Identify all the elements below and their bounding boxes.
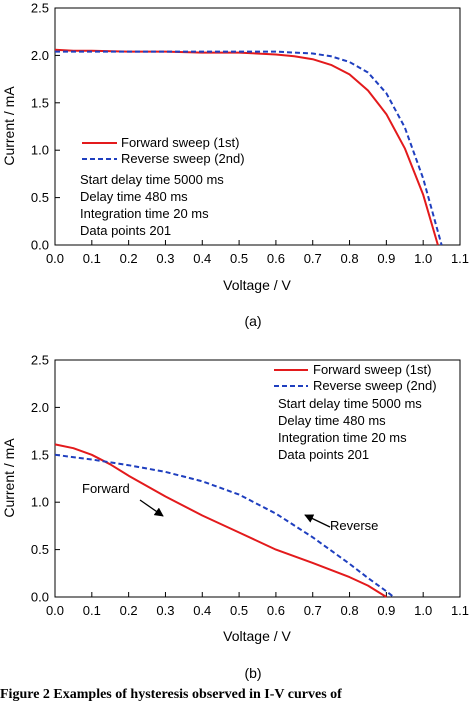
series-group [54, 48, 443, 246]
y-tick-label: 0.0 [31, 238, 49, 253]
x-axis-label: Voltage / V [223, 277, 291, 293]
panel-label-a: (a) [244, 313, 261, 329]
chart-panel-a: 0.0 0.5 1.0 1.5 2.0 2.5 0.0 0.1 0.2 0.3 0.4 0.5 0.6… [1, 1, 469, 330]
reverse-arrow [304, 514, 331, 528]
y-tick-label: 1.5 [31, 447, 49, 462]
x-tick-label: 0.1 [83, 603, 101, 618]
x-tick-label: 0.2 [120, 603, 138, 618]
x-tick-label: 0.5 [230, 251, 248, 266]
info-integration-time: Integration time 20 ms [278, 430, 407, 445]
plot-frame [54, 7, 461, 246]
y-tick-label: 1.0 [31, 143, 49, 158]
x-tick-label: 0.9 [377, 603, 395, 618]
y-tick-label: 2.0 [31, 48, 49, 63]
info-start-delay: Start delay time 5000 ms [278, 396, 422, 411]
y-tick-label: 2.0 [31, 400, 49, 415]
info-start-delay: Start delay time 5000 ms [80, 172, 224, 187]
y-tick-label: 0.5 [31, 542, 49, 557]
x-axis: 0.0 0.1 0.2 0.3 0.4 0.5 0.6 0.7 0.8 0.9 1.0 1.1 [46, 240, 469, 266]
x-tick-label: 0.7 [304, 603, 322, 618]
x-tick-label: 0.0 [46, 603, 64, 618]
series-line-reverse [54, 453, 395, 598]
y-tick-label: 2.5 [31, 353, 49, 368]
x-tick-label: 0.5 [230, 603, 248, 618]
y-tick-label: 0.0 [31, 590, 49, 605]
x-tick-label: 1.1 [451, 603, 469, 618]
legend: Forward sweep (1st) Reverse sweep (2nd) [82, 135, 245, 166]
x-axis-label: Voltage / V [223, 628, 291, 644]
y-axis: 0.0 0.5 1.0 1.5 2.0 2.5 [31, 353, 60, 605]
legend-label-reverse: Reverse sweep (2nd) [121, 151, 245, 166]
x-axis: 0.0 0.1 0.2 0.3 0.4 0.5 0.6 0.7 0.8 0.9 1.0 1.1 [46, 592, 469, 618]
plot-frame [54, 359, 461, 598]
x-tick-label: 0.2 [120, 251, 138, 266]
info-delay-time: Delay time 480 ms [278, 413, 386, 428]
x-tick-label: 0.6 [267, 251, 285, 266]
x-tick-label: 0.4 [193, 251, 211, 266]
y-tick-label: 1.5 [31, 95, 49, 110]
figure-caption: Figure 2 Examples of hysteresis observed… [0, 687, 342, 702]
info-delay-time: Delay time 480 ms [80, 189, 188, 204]
series-group [54, 443, 395, 598]
y-axis-label: Current / mA [1, 86, 17, 166]
x-tick-label: 0.3 [156, 251, 174, 266]
x-tick-label: 0.8 [341, 251, 359, 266]
x-tick-label: 1.1 [451, 251, 469, 266]
y-tick-label: 0.5 [31, 190, 49, 205]
series-line-forward [54, 48, 439, 246]
y-tick-label: 2.5 [31, 1, 49, 16]
measurement-info: Start delay time 5000 ms Delay time 480 … [278, 396, 422, 462]
y-tick-label: 1.0 [31, 495, 49, 510]
x-tick-label: 0.9 [377, 251, 395, 266]
info-data-points: Data points 201 [80, 223, 171, 238]
y-axis: 0.0 0.5 1.0 1.5 2.0 2.5 [31, 1, 60, 253]
x-tick-label: 1.0 [414, 603, 432, 618]
x-tick-label: 0.3 [156, 603, 174, 618]
x-tick-label: 0.6 [267, 603, 285, 618]
x-tick-label: 1.0 [414, 251, 432, 266]
series-line-reverse [55, 50, 443, 246]
info-integration-time: Integration time 20 ms [80, 206, 209, 221]
legend-label-forward: Forward sweep (1st) [313, 362, 431, 377]
series-line-forward [54, 443, 387, 598]
panel-label-b: (b) [244, 665, 261, 681]
legend-label-forward: Forward sweep (1st) [121, 135, 239, 150]
x-tick-label: 0.4 [193, 603, 211, 618]
x-tick-label: 0.0 [46, 251, 64, 266]
x-tick-label: 0.8 [341, 603, 359, 618]
y-axis-label: Current / mA [1, 438, 17, 518]
measurement-info: Start delay time 5000 ms Delay time 480 … [80, 172, 224, 238]
x-tick-label: 0.1 [83, 251, 101, 266]
info-data-points: Data points 201 [278, 447, 369, 462]
forward-annotation-label: Forward [82, 481, 130, 496]
legend-label-reverse: Reverse sweep (2nd) [313, 378, 437, 393]
reverse-annotation-label: Reverse [330, 518, 378, 533]
legend: Forward sweep (1st) Reverse sweep (2nd) [274, 362, 437, 393]
x-tick-label: 0.7 [304, 251, 322, 266]
forward-arrow [139, 499, 164, 517]
chart-panel-b: 0.0 0.5 1.0 1.5 2.0 2.5 0.0 0.1 0.2 0.3 0.4 0.5 0.6… [1, 353, 469, 682]
